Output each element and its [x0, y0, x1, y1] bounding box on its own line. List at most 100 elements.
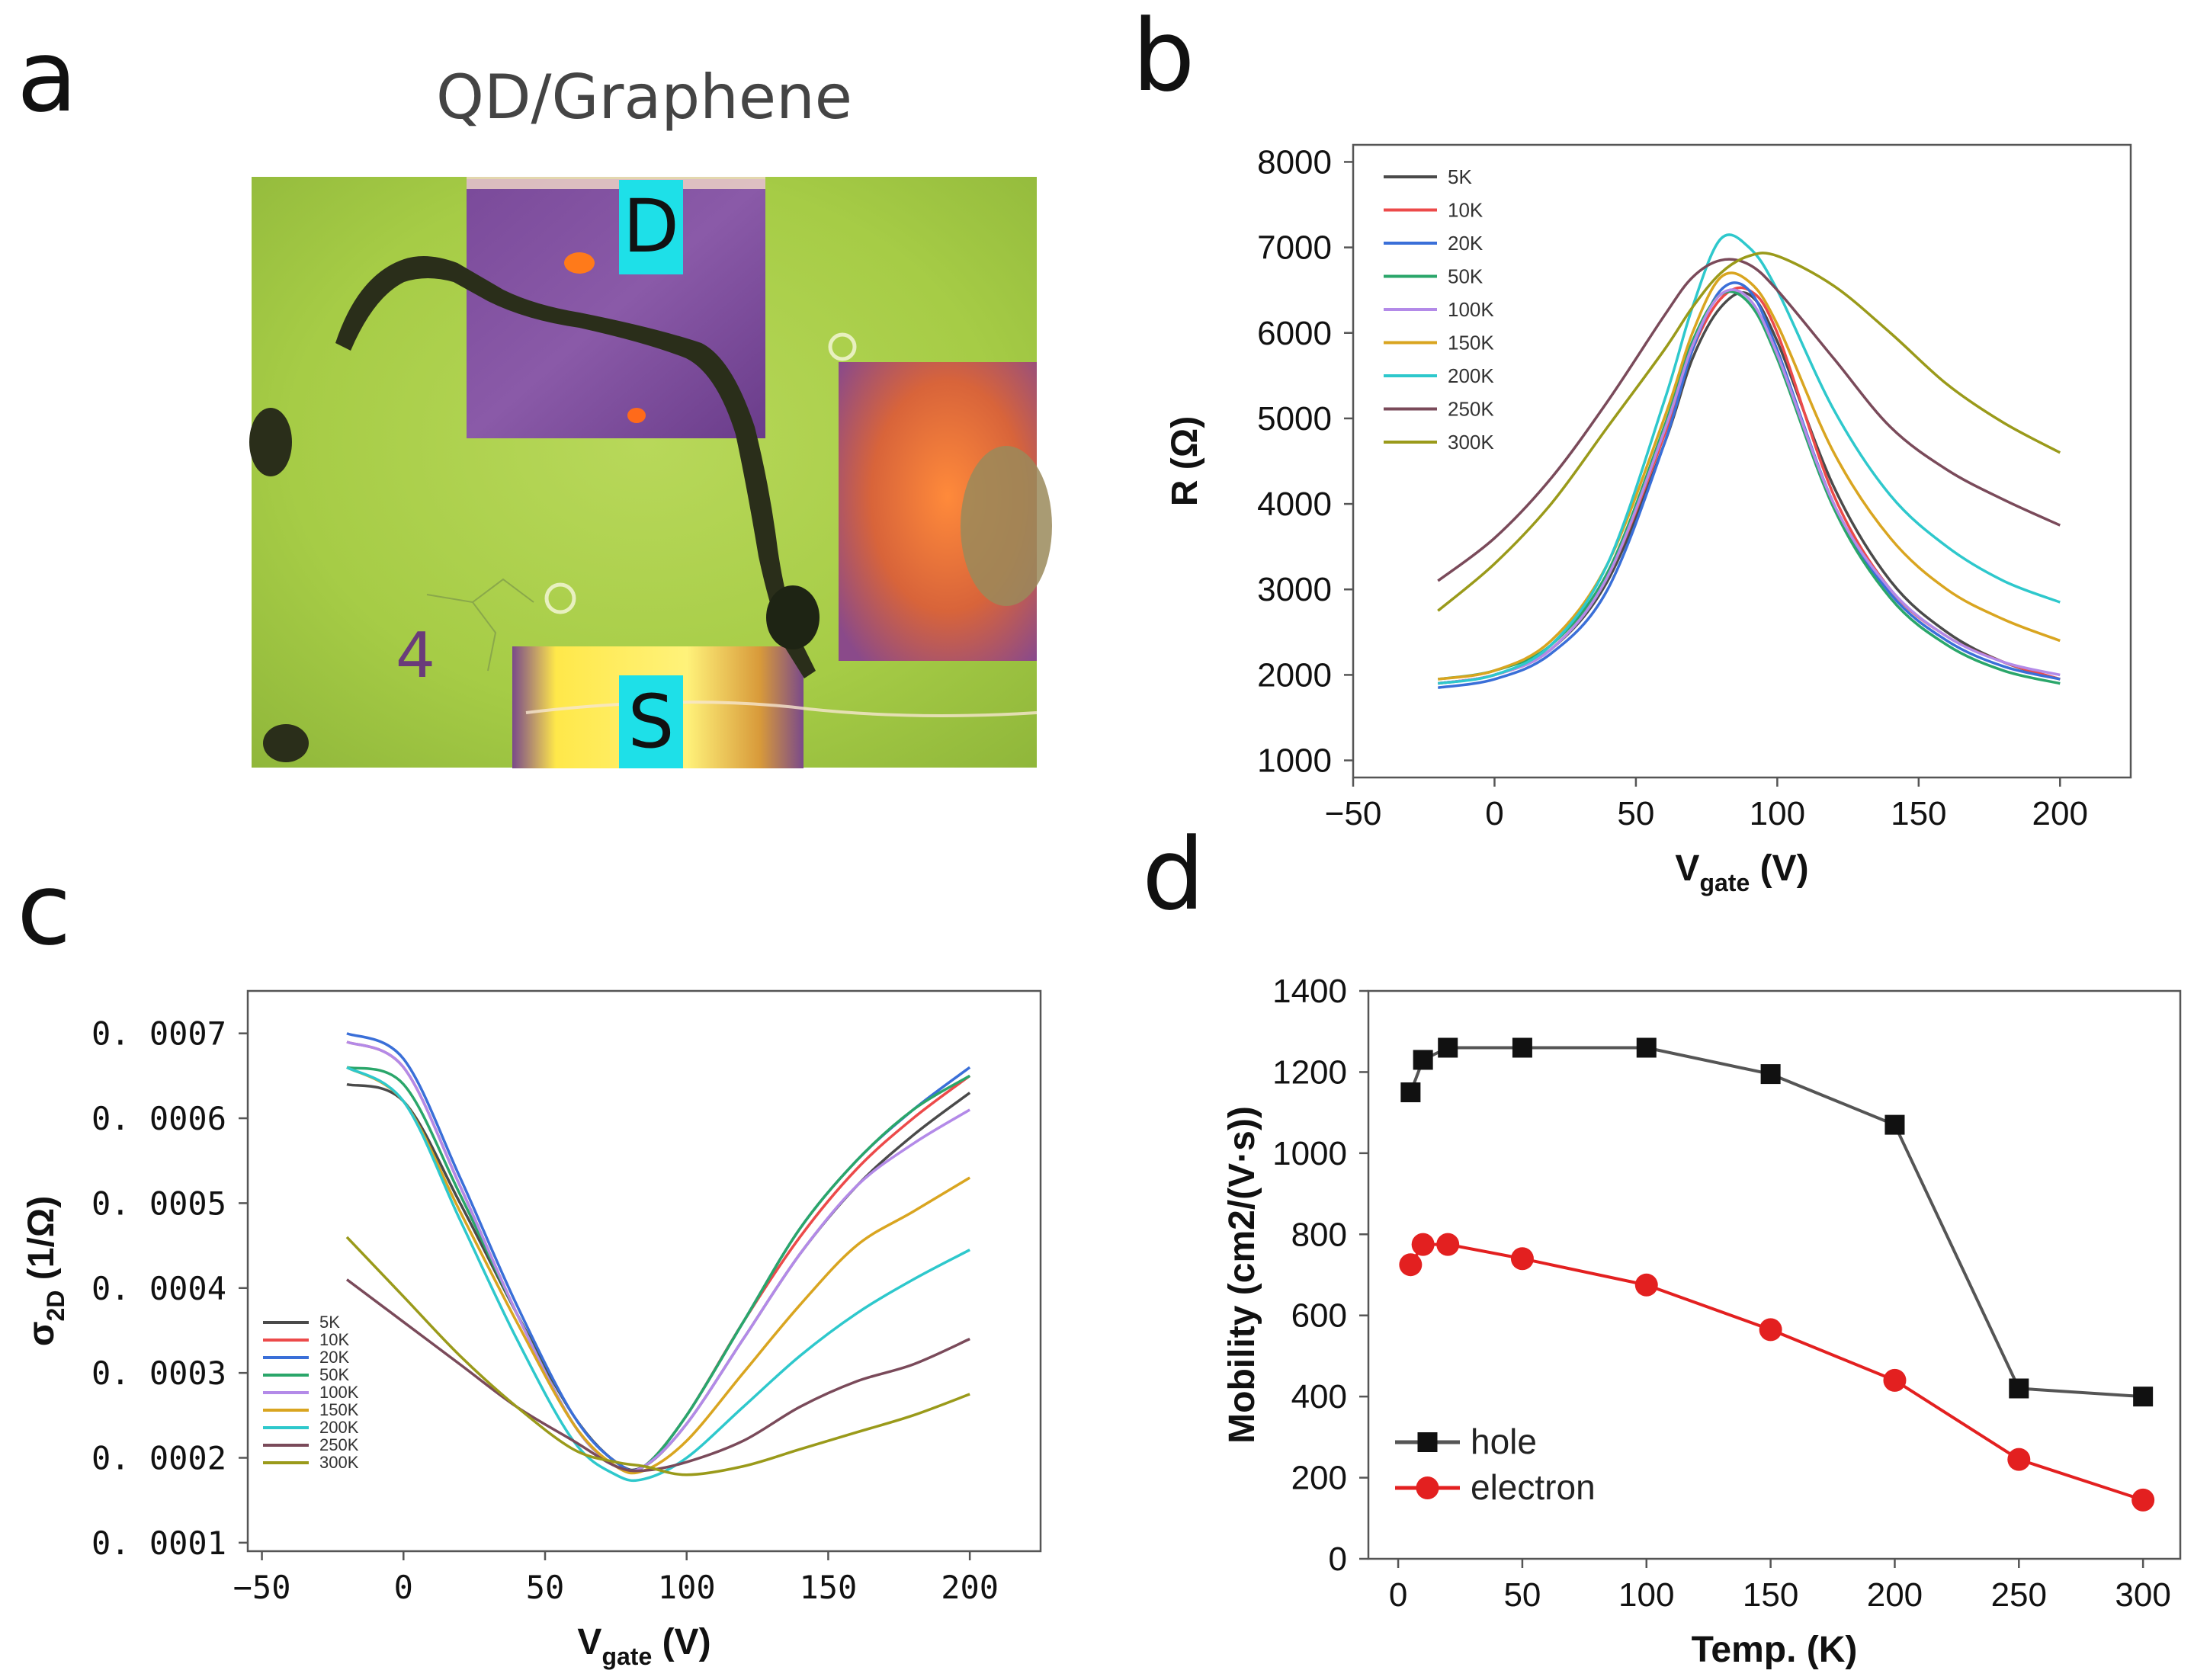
y-tick-label: 1200	[1272, 1053, 1347, 1091]
y-tick-label: 0. 0004	[91, 1270, 226, 1307]
plot-frame	[1367, 989, 2182, 1560]
legend-label-100K: 100K	[319, 1383, 359, 1402]
y-tick-label: 0. 0006	[91, 1100, 226, 1137]
data-point-electron	[1634, 1273, 1658, 1297]
bottom-left-debris	[263, 724, 309, 762]
x-tick-label: −50	[1325, 795, 1382, 832]
legend-label-10K: 10K	[1448, 199, 1484, 222]
series-line-300K	[345, 1236, 970, 1476]
source-label-box	[619, 675, 683, 768]
legend-label-100K: 100K	[1448, 298, 1494, 321]
panel-d: d 0 50 100 150 200 250 300 0 200 400 600 800 1000 120…	[1142, 816, 2182, 1670]
legend-label-electron: electron	[1471, 1467, 1596, 1507]
panel-letter-d: d	[1142, 816, 1205, 932]
source-label: S	[628, 679, 675, 765]
data-point-electron	[1510, 1247, 1534, 1271]
x-tick-label: −50	[233, 1569, 291, 1606]
y-tick-label: 8000	[1257, 143, 1332, 181]
x-tick-label: 100	[1618, 1576, 1674, 1614]
x-tick-label: 150	[799, 1569, 857, 1606]
legend-label-5K: 5K	[1448, 165, 1472, 188]
y-tick-label: 0. 0002	[91, 1440, 226, 1477]
legend-label-50K: 50K	[319, 1365, 349, 1384]
series-line-100K	[1438, 288, 2061, 685]
y-axis-label: σ2D (1/Ω)	[21, 1196, 69, 1347]
panel-c: c −50 0 50 100 150 200 0. 0001 0. 0002 0. 0003 0.…	[17, 851, 1042, 1670]
data-point-hole	[2133, 1387, 2154, 1407]
y-tick-label: 6000	[1257, 315, 1332, 352]
legend-label-200K: 200K	[1448, 364, 1494, 387]
y-axis-label: Mobility (cm2/(V·s))	[1222, 1106, 1262, 1444]
y-tick-label: 1000	[1272, 1135, 1347, 1172]
graphene-wire	[335, 256, 816, 678]
series-line-150K	[346, 1066, 971, 1475]
y-axis-label: R (Ω)	[1165, 416, 1205, 506]
drain-edge	[467, 177, 765, 189]
legend-label-250K: 250K	[319, 1435, 359, 1454]
x-tick-label: 0	[1389, 1576, 1407, 1614]
legend-label-20K: 20K	[319, 1348, 349, 1367]
x-axis-label: Vgate (V)	[1675, 848, 1808, 896]
data-point-electron	[1436, 1233, 1460, 1256]
right-debris	[961, 446, 1052, 606]
x-tick-label: 300	[2115, 1576, 2170, 1614]
data-point-hole	[1884, 1114, 1905, 1135]
data-point-hole	[1636, 1037, 1657, 1058]
legend-marker-electron	[1416, 1476, 1439, 1499]
data-point-electron	[1759, 1318, 1782, 1342]
x-tick-label: 0	[1485, 795, 1503, 832]
series-line-20K	[346, 1032, 971, 1473]
series-line-hole	[1409, 1046, 2144, 1399]
plot-frame	[246, 989, 1042, 1553]
series-line-50K	[346, 1066, 971, 1474]
y-tick-label: 0. 0007	[91, 1015, 226, 1053]
series-line-20K	[1438, 281, 2061, 689]
y-tick-label: 0. 0001	[91, 1525, 226, 1562]
series-line-10K	[1438, 286, 2061, 685]
y-tick-label: 1400	[1272, 973, 1347, 1010]
legend-label-300K: 300K	[1448, 431, 1494, 454]
left-debris	[249, 408, 292, 476]
plot-frame	[1352, 143, 2132, 779]
panel-letter-a: a	[17, 18, 78, 134]
legend-label-300K: 300K	[319, 1453, 359, 1472]
legend-label-150K: 150K	[319, 1400, 359, 1419]
crack-lines	[426, 578, 534, 672]
data-point-electron	[1883, 1368, 1907, 1392]
y-tick-label: 1000	[1257, 742, 1332, 780]
x-tick-label: 200	[2032, 795, 2088, 832]
x-tick-label: 150	[1891, 795, 1946, 832]
legend-marker-hole	[1417, 1432, 1438, 1452]
data-point-hole	[1400, 1082, 1421, 1103]
series-line-150K	[1438, 271, 2061, 681]
data-point-hole	[2009, 1378, 2029, 1399]
series-line-5K	[1438, 291, 2061, 685]
bubble-2	[828, 332, 857, 361]
data-point-hole	[1512, 1037, 1532, 1058]
y-tick-label: 0. 0005	[91, 1185, 226, 1222]
legend-label-10K: 10K	[319, 1330, 349, 1349]
chart-d: 0 50 100 150 200 250 300 0 200 400 600 800 1000 1200 1…	[1222, 973, 2182, 1670]
photo-title: QD/Graphene	[436, 62, 852, 133]
data-point-hole	[1413, 1050, 1433, 1070]
x-tick-label: 50	[526, 1569, 565, 1606]
series-line-100K	[346, 1040, 971, 1473]
x-tick-label: 200	[941, 1569, 999, 1606]
x-tick-label: 100	[658, 1569, 716, 1606]
y-tick-label: 600	[1291, 1297, 1347, 1335]
legend-label-20K: 20K	[1448, 232, 1484, 255]
chart-c: −50 0 50 100 150 200 0. 0001 0. 0002 0. 0003 0. 0…	[21, 989, 1042, 1670]
y-tick-label: 5000	[1257, 400, 1332, 438]
data-point-electron	[1399, 1253, 1423, 1277]
y-tick-label: 800	[1291, 1216, 1347, 1253]
panel-b: b −50 0 50 100 150 200 1000 2000 3000 4000 5000 600…	[1132, 0, 2132, 896]
series-line-300K	[1437, 252, 2061, 612]
series-line-250K	[1437, 258, 2061, 582]
panel-letter-b: b	[1132, 0, 1195, 114]
x-tick-label: 50	[1617, 795, 1654, 832]
x-axis-label: Vgate (V)	[577, 1622, 710, 1670]
wire-blob	[766, 585, 820, 649]
y-tick-label: 0. 0003	[91, 1355, 226, 1392]
drain-label: D	[623, 184, 679, 269]
bubble-1	[544, 582, 576, 614]
